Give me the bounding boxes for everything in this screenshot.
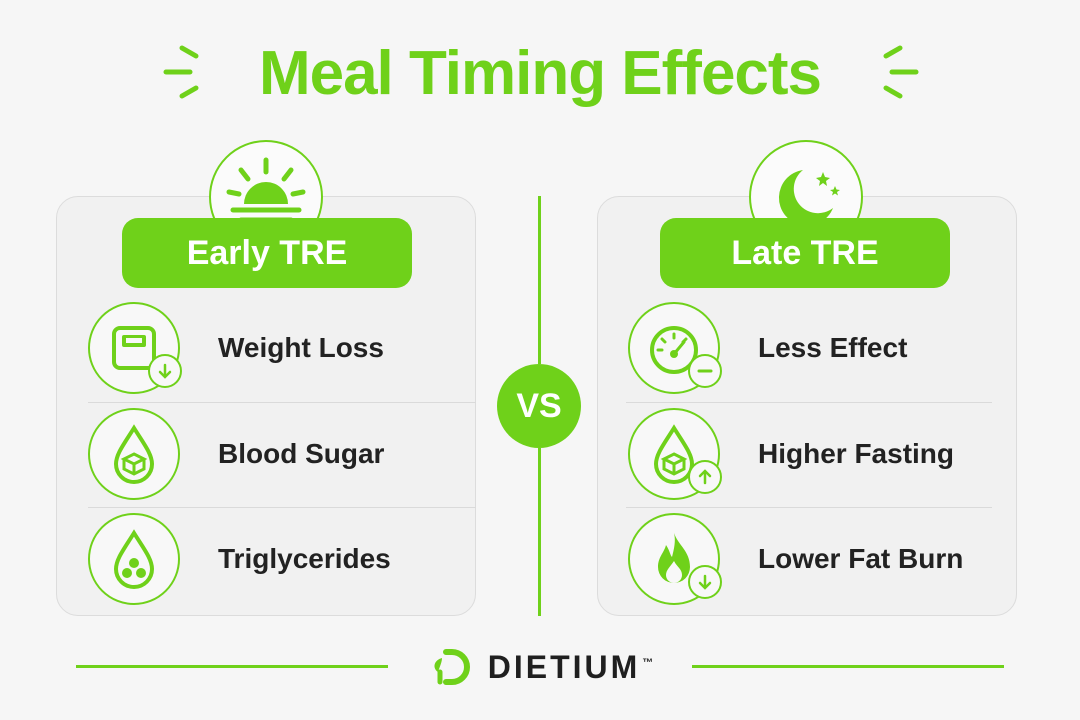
divider xyxy=(626,402,992,403)
divider xyxy=(88,402,476,403)
blood-drop-cube-icon xyxy=(88,408,180,500)
list-item: Lower Fat Burn xyxy=(628,507,1008,611)
arrow-down-icon xyxy=(688,565,722,599)
trademark-symbol: ™ xyxy=(642,656,657,669)
list-item: Blood Sugar xyxy=(88,402,468,506)
vs-badge: VS xyxy=(497,364,581,448)
brand-logo: DIETIUM ™ xyxy=(412,643,672,691)
footer-line-right xyxy=(692,665,1004,668)
list-item-label: Triglycerides xyxy=(218,543,391,574)
list-item-label: Higher Fasting xyxy=(758,438,955,469)
center-divider-bottom xyxy=(538,448,541,616)
list-item: Higher Fasting xyxy=(628,402,1008,506)
list-item: Triglycerides xyxy=(88,507,468,611)
title-sparkle-left-icon xyxy=(163,45,199,99)
footer-line-left xyxy=(76,665,388,668)
scale-down-icon xyxy=(88,302,182,394)
moon-stars-icon xyxy=(778,170,840,226)
center-divider-top xyxy=(538,196,541,364)
dietium-logo-icon xyxy=(434,649,470,685)
minus-icon xyxy=(688,354,722,388)
early-tre-label: Early TRE xyxy=(122,218,412,288)
list-item: Less Effect xyxy=(628,296,1008,400)
divider xyxy=(626,507,992,508)
list-item-label: Less Effect xyxy=(758,332,908,363)
list-item-label: Weight Loss xyxy=(218,332,384,363)
arrow-down-icon xyxy=(148,354,182,388)
list-item-label: Blood Sugar xyxy=(218,438,385,469)
brand-name: DIETIUM ™ xyxy=(487,648,657,685)
late-tre-label: Late TRE xyxy=(660,218,950,288)
flame-down-icon xyxy=(628,513,722,605)
title-sparkle-right-icon xyxy=(883,45,919,99)
arrow-up-icon xyxy=(688,460,722,494)
gauge-minus-icon xyxy=(628,302,722,394)
page-title: Meal Timing Effects xyxy=(258,39,822,108)
divider xyxy=(88,507,476,508)
list-item: Weight Loss xyxy=(88,296,468,400)
blood-drop-up-icon xyxy=(628,408,722,500)
drop-dots-icon xyxy=(88,513,180,605)
list-item-label: Lower Fat Burn xyxy=(758,543,964,574)
